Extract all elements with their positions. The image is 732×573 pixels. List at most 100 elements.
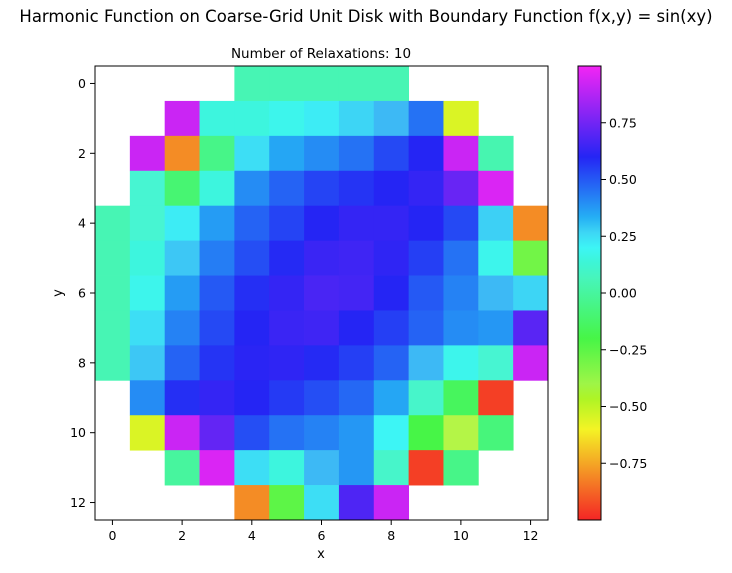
heatmap-cell (129, 380, 166, 416)
heatmap-cell (408, 205, 444, 242)
heatmap-cell (269, 135, 305, 172)
heatmap-cell (443, 415, 479, 451)
heatmap-cell (304, 345, 340, 381)
heatmap-cell (338, 66, 375, 102)
heatmap-cell (338, 100, 375, 137)
heatmap-cell (338, 310, 375, 346)
heatmap-cell (478, 310, 514, 346)
heatmap-cell (234, 135, 270, 172)
heatmap-cell (443, 275, 479, 311)
heatmap-cell (199, 345, 235, 381)
y-tick-label: 6 (78, 286, 86, 301)
heatmap-cell (95, 310, 131, 346)
heatmap-cell (408, 275, 444, 311)
heatmap-cell (408, 310, 444, 346)
heatmap-cell (373, 345, 410, 381)
heatmap-cell (338, 275, 375, 311)
heatmap-cell (478, 380, 514, 416)
heatmap-cell (478, 240, 514, 276)
heatmap-cell (304, 205, 340, 242)
heatmap-cell (478, 415, 514, 451)
heatmap-cell (129, 310, 166, 346)
heatmap-cell (373, 310, 410, 346)
heatmap-cell (129, 240, 166, 276)
heatmap-cell (269, 345, 305, 381)
colorbar-tick-label: 0.75 (609, 115, 637, 130)
heatmap-cell (373, 66, 410, 102)
heatmap-cell (164, 205, 200, 242)
colorbar-axis: 0.75 0.50 0.25 0.00 −0.25 −0.50 −0.75 (601, 115, 647, 471)
heatmap-cell (513, 275, 549, 311)
heatmap-cell (373, 485, 410, 521)
heatmap-cell (234, 310, 270, 346)
heatmap-cell (269, 240, 305, 276)
heatmap-cell (408, 450, 444, 486)
heatmap-cell (199, 415, 235, 451)
heatmap-cell (199, 135, 235, 172)
colorbar-tick-label: −0.75 (609, 456, 647, 471)
heatmap-cell (199, 170, 235, 207)
heatmap-cell (513, 345, 549, 381)
heatmap-cell (269, 66, 305, 102)
y-axis: 0 2 4 6 8 10 12 (70, 76, 95, 510)
heatmap-cell (443, 380, 479, 416)
heatmap-cell (408, 135, 444, 172)
x-tick-label: 10 (453, 528, 469, 543)
heatmap-cell (408, 170, 444, 207)
x-tick-label: 8 (387, 528, 395, 543)
heatmap-cell (304, 240, 340, 276)
heatmap-cell (338, 485, 375, 521)
heatmap-cell (408, 100, 444, 137)
heatmap-cell (304, 310, 340, 346)
heatmap-cell (95, 275, 131, 311)
heatmap-cell (199, 205, 235, 242)
heatmap-cell (304, 66, 340, 102)
heatmap-cell (443, 345, 479, 381)
heatmap-cell (443, 310, 479, 346)
heatmap-cell (129, 415, 166, 451)
heatmap-cell (408, 345, 444, 381)
x-axis: 0 2 4 6 8 10 12 (108, 520, 539, 543)
y-tick-label: 0 (78, 76, 86, 91)
heatmap-cell (443, 170, 479, 207)
heatmap-cell (304, 450, 340, 486)
heatmap-cell (164, 240, 200, 276)
heatmap-cell (199, 100, 235, 137)
heatmap-cell (234, 485, 270, 521)
heatmap-cell (513, 205, 549, 242)
heatmap-cell (95, 240, 131, 276)
heatmap-cell (304, 170, 340, 207)
x-tick-label: 6 (318, 528, 326, 543)
heatmap-cell (129, 275, 166, 311)
y-axis-label: y (51, 289, 66, 297)
heatmap-cell (269, 415, 305, 451)
heatmap-cell (443, 100, 479, 137)
heatmap-cell (234, 275, 270, 311)
x-tick-label: 12 (523, 528, 539, 543)
heatmap-cell (269, 310, 305, 346)
heatmap-cell (373, 170, 410, 207)
heatmap-cell (129, 170, 166, 207)
heatmap-cell (338, 415, 375, 451)
heatmap-cell (164, 275, 200, 311)
heatmap-cell (373, 450, 410, 486)
heatmap-cell (234, 100, 270, 137)
x-tick-label: 2 (178, 528, 186, 543)
x-tick-label: 4 (248, 528, 256, 543)
heatmap-cell (443, 135, 479, 172)
heatmap-cell (234, 415, 270, 451)
heatmap-cell (338, 135, 375, 172)
colorbar-tick-label: −0.25 (609, 342, 647, 357)
heatmap-cell (234, 380, 270, 416)
heatmap-cell (478, 345, 514, 381)
colorbar-tick-label: −0.50 (609, 399, 647, 414)
heatmap-cell (269, 275, 305, 311)
heatmap-cell (408, 240, 444, 276)
heatmap-cell (234, 205, 270, 242)
heatmap-cell (304, 415, 340, 451)
heatmap-cell (408, 415, 444, 451)
heatmap-cell (443, 205, 479, 242)
heatmap-cell (164, 135, 200, 172)
heatmap-cell (373, 380, 410, 416)
